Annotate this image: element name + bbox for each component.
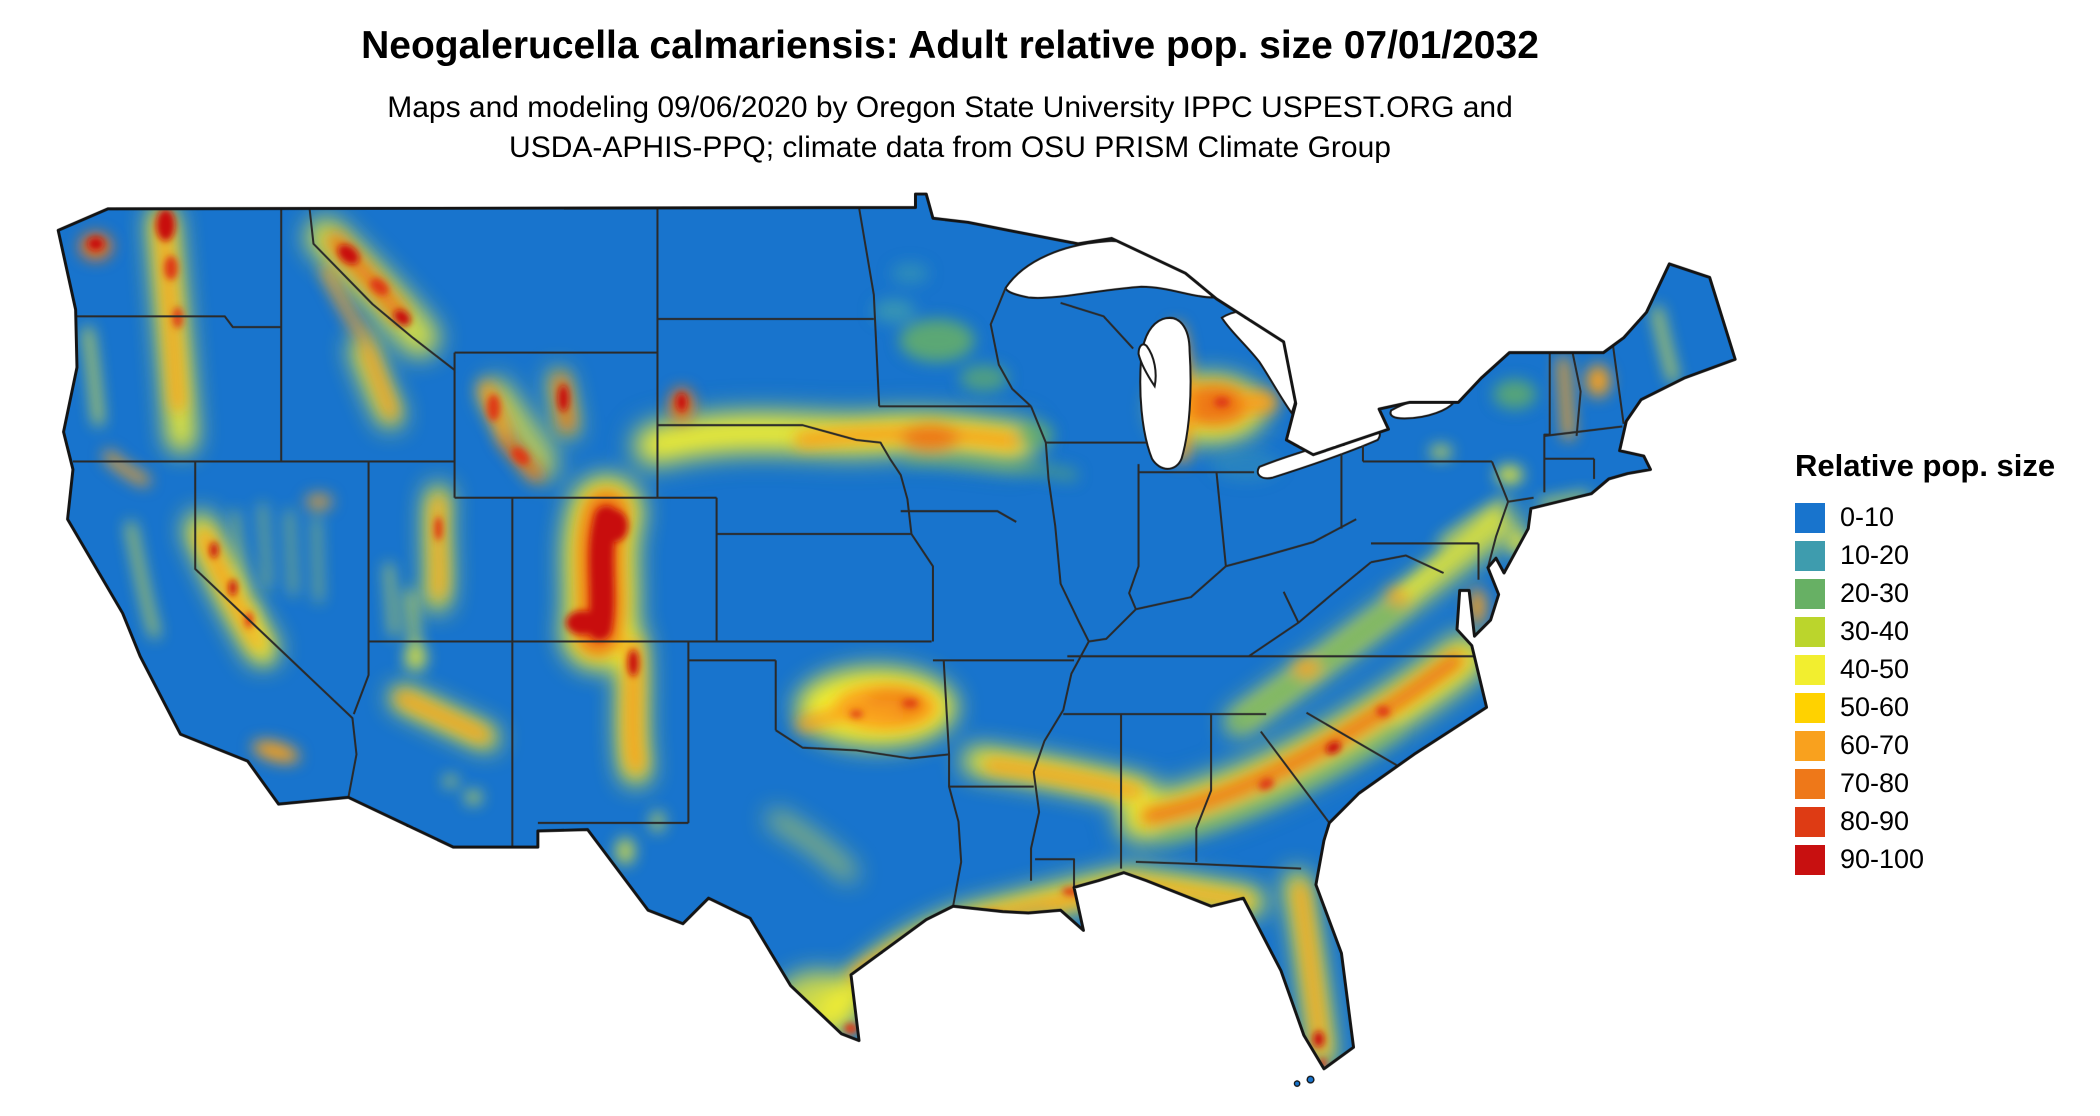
- legend-swatch: [1795, 616, 1825, 647]
- florida-keys: [1293, 1075, 1315, 1087]
- us-map-svg: [56, 192, 1737, 1087]
- legend-swatch: [1795, 654, 1825, 685]
- legend-label: 90-100: [1840, 844, 1925, 874]
- legend-label: 60-70: [1840, 730, 1910, 760]
- legend-label: 30-40: [1840, 616, 1910, 646]
- green-bay: [1137, 343, 1157, 389]
- legend-label: 40-50: [1840, 654, 1910, 684]
- legend-swatch: [1795, 540, 1825, 571]
- map-clipped-layers: [58, 194, 1736, 1069]
- legend-row: 80-90: [1795, 806, 2055, 837]
- legend-label: 10-20: [1840, 540, 1910, 570]
- legend-swatch: [1795, 502, 1825, 533]
- legend-row: 30-40: [1795, 616, 2055, 647]
- legend-row: 0-10: [1795, 502, 2055, 533]
- legend-title: Relative pop. size: [1795, 448, 2056, 483]
- legend-label: 70-80: [1840, 768, 1910, 798]
- map-subtitle-line1: Maps and modeling 09/06/2020 by Oregon S…: [387, 91, 1513, 124]
- legend-swatch: [1795, 768, 1825, 799]
- legend-label: 0-10: [1840, 502, 1895, 532]
- legend-swatch: [1795, 578, 1825, 609]
- legend-row: 50-60: [1795, 692, 2055, 723]
- legend-label: 20-30: [1840, 578, 1910, 608]
- legend-row: 70-80: [1795, 768, 2055, 799]
- map-base: [58, 194, 1736, 1069]
- legend-label: 50-60: [1840, 692, 1910, 722]
- map-subtitle-line2: USDA-APHIS-PPQ; climate data from OSU PR…: [509, 130, 1391, 164]
- legend: Relative pop. size 0-10 10-20 20-30 30-40 40…: [1795, 448, 2055, 882]
- map-title: Neogalerucella calmariensis: Adult relat…: [361, 24, 1539, 67]
- legend-label: 80-90: [1840, 806, 1910, 836]
- state-borders: [72, 207, 1625, 907]
- us-outline: [56, 192, 1737, 1071]
- legend-items: 0-10 10-20 20-30 30-40 40-50 50-60 60-70 70-80 8…: [1795, 502, 2055, 875]
- legend-swatch: [1795, 844, 1825, 875]
- legend-row: 90-100: [1795, 844, 2055, 875]
- legend-swatch: [1795, 806, 1825, 837]
- us-map: [50, 190, 1750, 1093]
- legend-row: 10-20: [1795, 540, 2055, 571]
- legend-row: 60-70: [1795, 730, 2055, 761]
- legend-swatch: [1795, 730, 1825, 761]
- legend-row: 20-30: [1795, 578, 2055, 609]
- lake-michigan: [1139, 316, 1192, 470]
- legend-swatch: [1795, 692, 1825, 723]
- legend-row: 40-50: [1795, 654, 2055, 685]
- figure-titles: Neogalerucella calmariensis: Adult relat…: [0, 24, 1900, 167]
